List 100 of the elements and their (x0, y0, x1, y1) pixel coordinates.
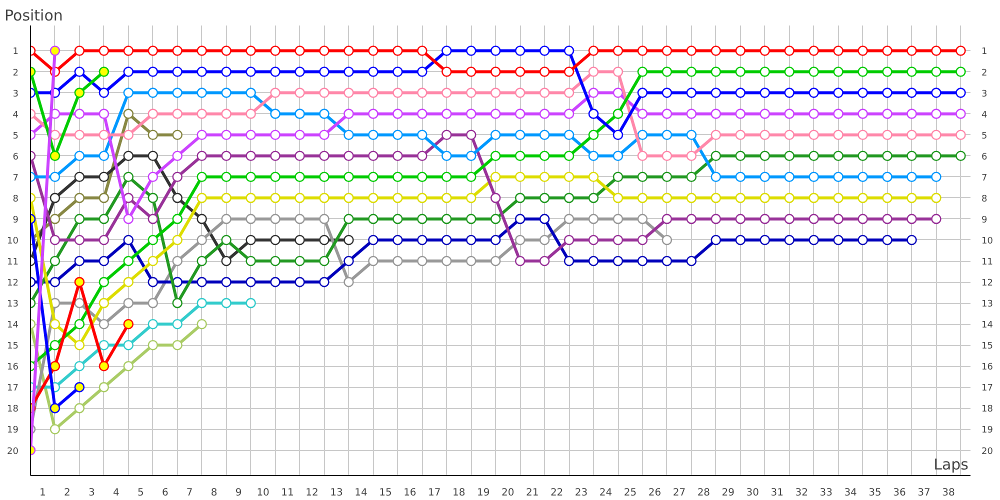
point (74, 276, 85, 288)
point (882, 66, 892, 77)
point (808, 66, 819, 77)
point (882, 46, 892, 56)
point (148, 108, 158, 119)
point (466, 46, 476, 56)
point (466, 88, 476, 98)
point (344, 256, 354, 266)
x-tick-label: 22 (550, 488, 564, 498)
point (221, 214, 232, 224)
y2-tick-label: 18 (982, 404, 994, 415)
x-tick-label: 8 (210, 488, 218, 498)
x-tick-label: 13 (330, 488, 343, 498)
point (368, 108, 378, 119)
point (662, 256, 672, 266)
point (539, 192, 550, 204)
point (466, 66, 476, 77)
point (319, 234, 330, 246)
point (319, 150, 330, 162)
point (344, 46, 354, 56)
point (906, 214, 917, 224)
point (441, 108, 452, 119)
point (98, 66, 110, 77)
point (441, 256, 452, 266)
point (784, 88, 795, 98)
point (686, 214, 697, 224)
x-tick-label: 2 (64, 488, 70, 498)
point (270, 108, 280, 119)
point (123, 256, 134, 266)
point (98, 130, 110, 140)
point (246, 88, 256, 98)
point (808, 234, 819, 246)
x-tick-label: 10 (256, 488, 270, 498)
point (294, 66, 305, 77)
point (221, 234, 232, 246)
point (833, 66, 844, 77)
point (98, 298, 110, 308)
point (588, 150, 599, 162)
point (784, 234, 795, 246)
point (246, 172, 256, 182)
point (931, 66, 942, 77)
point (123, 46, 134, 56)
point (931, 130, 942, 140)
point (466, 256, 476, 266)
point (368, 256, 378, 266)
point (417, 88, 428, 98)
point (270, 46, 280, 56)
point (833, 108, 844, 119)
point (514, 46, 526, 56)
point (906, 192, 917, 204)
point (735, 88, 746, 98)
point (123, 172, 134, 182)
point (172, 150, 183, 162)
point (246, 66, 256, 77)
point (710, 88, 722, 98)
point (246, 298, 256, 308)
y2-tick-label: 20 (982, 446, 994, 457)
point (294, 150, 305, 162)
point (931, 88, 942, 98)
point (123, 234, 134, 246)
x-tick-label: 27 (672, 488, 686, 498)
point (808, 172, 819, 182)
point (612, 108, 624, 119)
y2-tick-label: 1 (982, 47, 988, 58)
point (98, 361, 110, 372)
point (172, 298, 183, 308)
point (148, 318, 158, 330)
point (784, 46, 795, 56)
point (344, 150, 354, 162)
point (319, 46, 330, 56)
point (564, 150, 574, 162)
point (172, 214, 183, 224)
point (221, 192, 232, 204)
point (808, 88, 819, 98)
point (858, 192, 868, 204)
point (931, 172, 942, 182)
point (270, 256, 280, 266)
point (735, 172, 746, 182)
point (637, 150, 648, 162)
point (368, 172, 378, 182)
point (612, 172, 624, 182)
point (906, 172, 917, 182)
point (588, 172, 599, 182)
point (196, 108, 208, 119)
point (172, 108, 183, 119)
point (637, 192, 648, 204)
point (417, 172, 428, 182)
y-tick-label: 18 (7, 404, 19, 415)
point (662, 192, 672, 204)
point (490, 130, 501, 140)
point (392, 150, 403, 162)
point (490, 150, 501, 162)
point (74, 214, 85, 224)
point (539, 234, 550, 246)
point (368, 234, 378, 246)
point (172, 234, 183, 246)
point (882, 130, 892, 140)
point (662, 214, 672, 224)
point (319, 172, 330, 182)
point (344, 130, 354, 140)
